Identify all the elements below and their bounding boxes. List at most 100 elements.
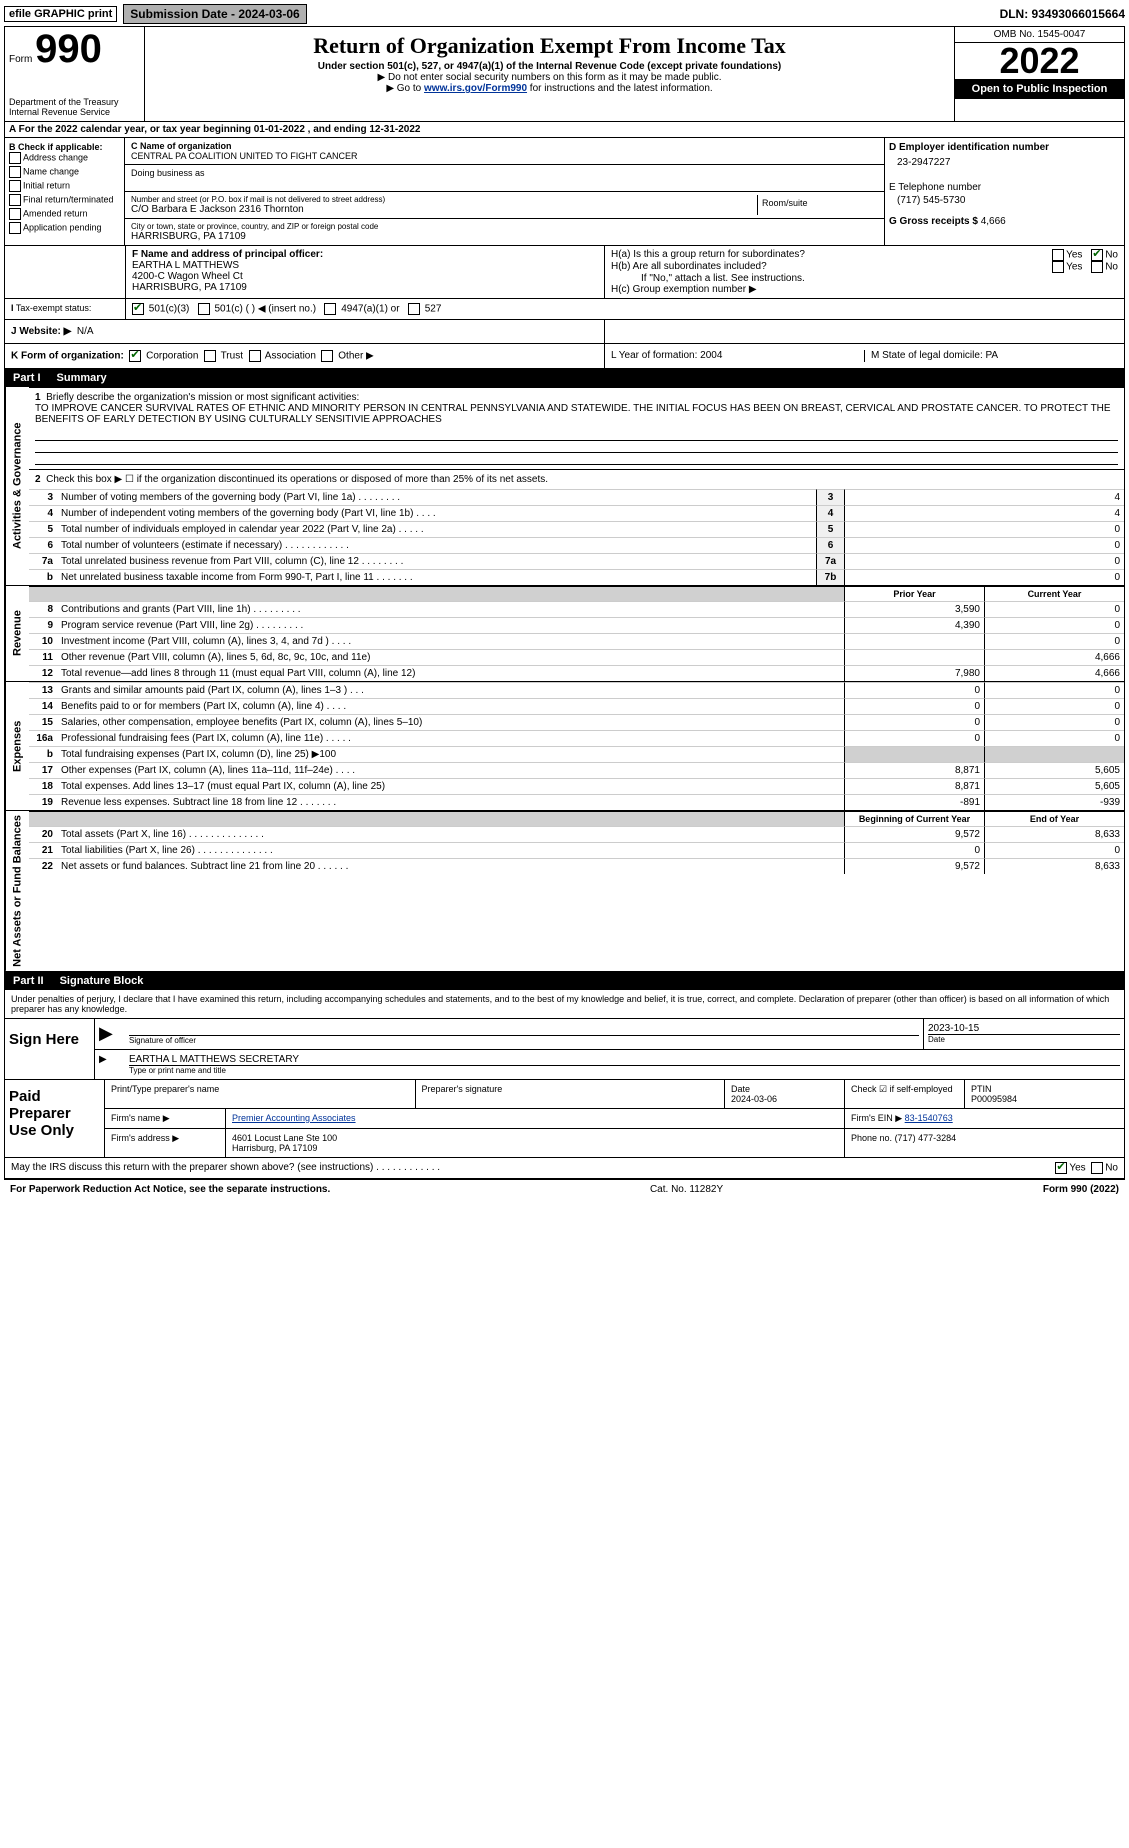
subtitle-1: Under section 501(c), 527, or 4947(a)(1)…	[153, 61, 946, 72]
line-17: 17Other expenses (Part IX, column (A), l…	[29, 762, 1124, 778]
prep-row-3: Firm's address ▶ 4601 Locust Lane Ste 10…	[105, 1129, 1124, 1157]
discuss-row: May the IRS discuss this return with the…	[5, 1158, 1124, 1179]
gross-val: 4,666	[981, 216, 1006, 227]
typed-name-label: Type or print name and title	[129, 1066, 1120, 1075]
firm-ein-link[interactable]: 83-1540763	[905, 1113, 953, 1123]
goto-pre: ▶ Go to	[386, 83, 424, 94]
cb-final-return[interactable]: Final return/terminated	[9, 194, 120, 206]
l1-text: Briefly describe the organization's miss…	[46, 392, 359, 403]
box-d-e-g: D Employer identification number 23-2947…	[884, 138, 1124, 245]
hb-no[interactable]	[1091, 261, 1103, 273]
revenue-section: Revenue Prior Year Current Year 8Contrib…	[5, 586, 1124, 682]
officer-label: F Name and address of principal officer:	[132, 249, 598, 260]
discuss-no-label: No	[1105, 1162, 1118, 1173]
line-9: 9Program service revenue (Part VIII, lin…	[29, 617, 1124, 633]
firm-name-link[interactable]: Premier Accounting Associates	[232, 1113, 356, 1123]
prep-row-2: Firm's name ▶ Premier Accounting Associa…	[105, 1109, 1124, 1129]
cb-trust[interactable]	[204, 350, 216, 362]
gov-vlabel: Activities & Governance	[5, 387, 29, 585]
period-row: A For the 2022 calendar year, or tax yea…	[5, 122, 1124, 138]
form-pager: Form 990 (2022)	[1043, 1184, 1119, 1195]
paperwork-notice: For Paperwork Reduction Act Notice, see …	[10, 1184, 330, 1195]
opt-trust: Trust	[221, 351, 243, 362]
line-21: 21Total liabilities (Part X, line 26) . …	[29, 842, 1124, 858]
k-label: K Form of organization:	[11, 351, 124, 362]
prep-self-emp: Check ☑ if self-employed	[844, 1080, 964, 1108]
discuss-yes[interactable]	[1055, 1162, 1067, 1174]
page-footer: For Paperwork Reduction Act Notice, see …	[4, 1180, 1125, 1199]
cat-no: Cat. No. 11282Y	[650, 1184, 723, 1195]
line-8: 8Contributions and grants (Part VIII, li…	[29, 601, 1124, 617]
firm-ein-label: Firm's EIN ▶	[851, 1113, 902, 1123]
sig-officer-label: Signature of officer	[129, 1036, 919, 1045]
sig-date: 2023-10-15	[928, 1023, 1120, 1034]
cb-initial-return[interactable]: Initial return	[9, 180, 120, 192]
website-label: J Website: ▶	[11, 326, 71, 337]
prep-date-hdr: Date	[731, 1084, 750, 1094]
line-11: 11Other revenue (Part VIII, column (A), …	[29, 649, 1124, 665]
net-assets-section: Net Assets or Fund Balances Beginning of…	[5, 811, 1124, 972]
box-h: H(a) Is this a group return for subordin…	[604, 246, 1124, 298]
line-12: 12Total revenue—add lines 8 through 11 (…	[29, 665, 1124, 681]
hb-yes[interactable]	[1052, 261, 1064, 273]
tax-year: 2022	[955, 43, 1124, 79]
preparer-label: Paid Preparer Use Only	[5, 1080, 105, 1157]
hc-label: H(c) Group exemption number ▶	[611, 284, 1118, 295]
form-prefix: Form	[9, 54, 32, 65]
line-19: 19Revenue less expenses. Subtract line 1…	[29, 794, 1124, 810]
part2-header: Part II Signature Block	[5, 972, 1124, 990]
firm-name-label: Firm's name ▶	[105, 1109, 225, 1128]
sign-here: Sign Here ▶ Signature of officer 2023-10…	[5, 1019, 1124, 1080]
cb-527[interactable]	[408, 303, 420, 315]
discuss-no[interactable]	[1091, 1162, 1103, 1174]
website-row: J Website: ▶ N/A	[5, 320, 1124, 344]
gross-label: G Gross receipts $	[889, 216, 978, 227]
ha-no[interactable]	[1091, 249, 1103, 261]
part2-title: Signature Block	[60, 975, 144, 987]
cb-501c[interactable]	[198, 303, 210, 315]
form-org-row: K Form of organization: Corporation Trus…	[5, 344, 1124, 369]
sig-arrow-icon: ▶	[95, 1019, 125, 1049]
cb-amended[interactable]: Amended return	[9, 208, 120, 220]
hb-note: If "No," attach a list. See instructions…	[611, 273, 1118, 284]
rev-header: Prior Year Current Year	[29, 586, 1124, 601]
mission-block: 1 Briefly describe the organization's mi…	[29, 387, 1124, 469]
l2-text: Check this box ▶ ☐ if the organization d…	[46, 474, 548, 485]
prep-date: 2024-03-06	[731, 1094, 777, 1104]
cb-address-change[interactable]: Address change	[9, 152, 120, 164]
entity-section: B Check if applicable: Address change Na…	[5, 138, 1124, 246]
cb-app-pending[interactable]: Application pending	[9, 222, 120, 234]
part1-title: Summary	[57, 372, 107, 384]
opt-501c3: 501(c)(3)	[149, 304, 190, 315]
line-10: 10Investment income (Part VIII, column (…	[29, 633, 1124, 649]
cb-other[interactable]	[321, 350, 333, 362]
cb-corp[interactable]	[129, 350, 141, 362]
org-name-label: C Name of organization	[131, 141, 878, 151]
cb-name-change[interactable]: Name change	[9, 166, 120, 178]
ein-label: D Employer identification number	[889, 142, 1120, 153]
dba-label: Doing business as	[131, 168, 878, 178]
net-header: Beginning of Current Year End of Year	[29, 811, 1124, 826]
end-year-hdr: End of Year	[984, 811, 1124, 826]
governance-section: Activities & Governance 1 Briefly descri…	[5, 387, 1124, 586]
ha-yes[interactable]	[1052, 249, 1064, 261]
box-b-title: B Check if applicable:	[9, 142, 120, 152]
cb-assoc[interactable]	[249, 350, 261, 362]
box-f-h: F Name and address of principal officer:…	[5, 246, 1124, 299]
gov-line-3: 3Number of voting members of the governi…	[29, 489, 1124, 505]
dept-label: Department of the Treasury Internal Reve…	[9, 97, 140, 117]
tax-exempt-row: I Tax-exempt status: 501(c)(3) 501(c) ( …	[5, 299, 1124, 320]
cb-501c3[interactable]	[132, 303, 144, 315]
net-vlabel: Net Assets or Fund Balances	[5, 811, 29, 971]
form-number: 990	[35, 27, 102, 71]
efile-badge: efile GRAPHIC print	[4, 6, 117, 22]
period-label: A	[9, 124, 16, 135]
cb-4947[interactable]	[324, 303, 336, 315]
line-20: 20Total assets (Part X, line 16) . . . .…	[29, 826, 1124, 842]
submission-date: Submission Date - 2024-03-06	[123, 4, 306, 24]
dln: DLN: 93493066015664	[1000, 7, 1125, 21]
instructions-link[interactable]: www.irs.gov/Form990	[424, 83, 527, 94]
part1-header: Part I Summary	[5, 369, 1124, 387]
sign-here-label: Sign Here	[5, 1019, 95, 1079]
phone-label: E Telephone number	[889, 182, 1120, 193]
